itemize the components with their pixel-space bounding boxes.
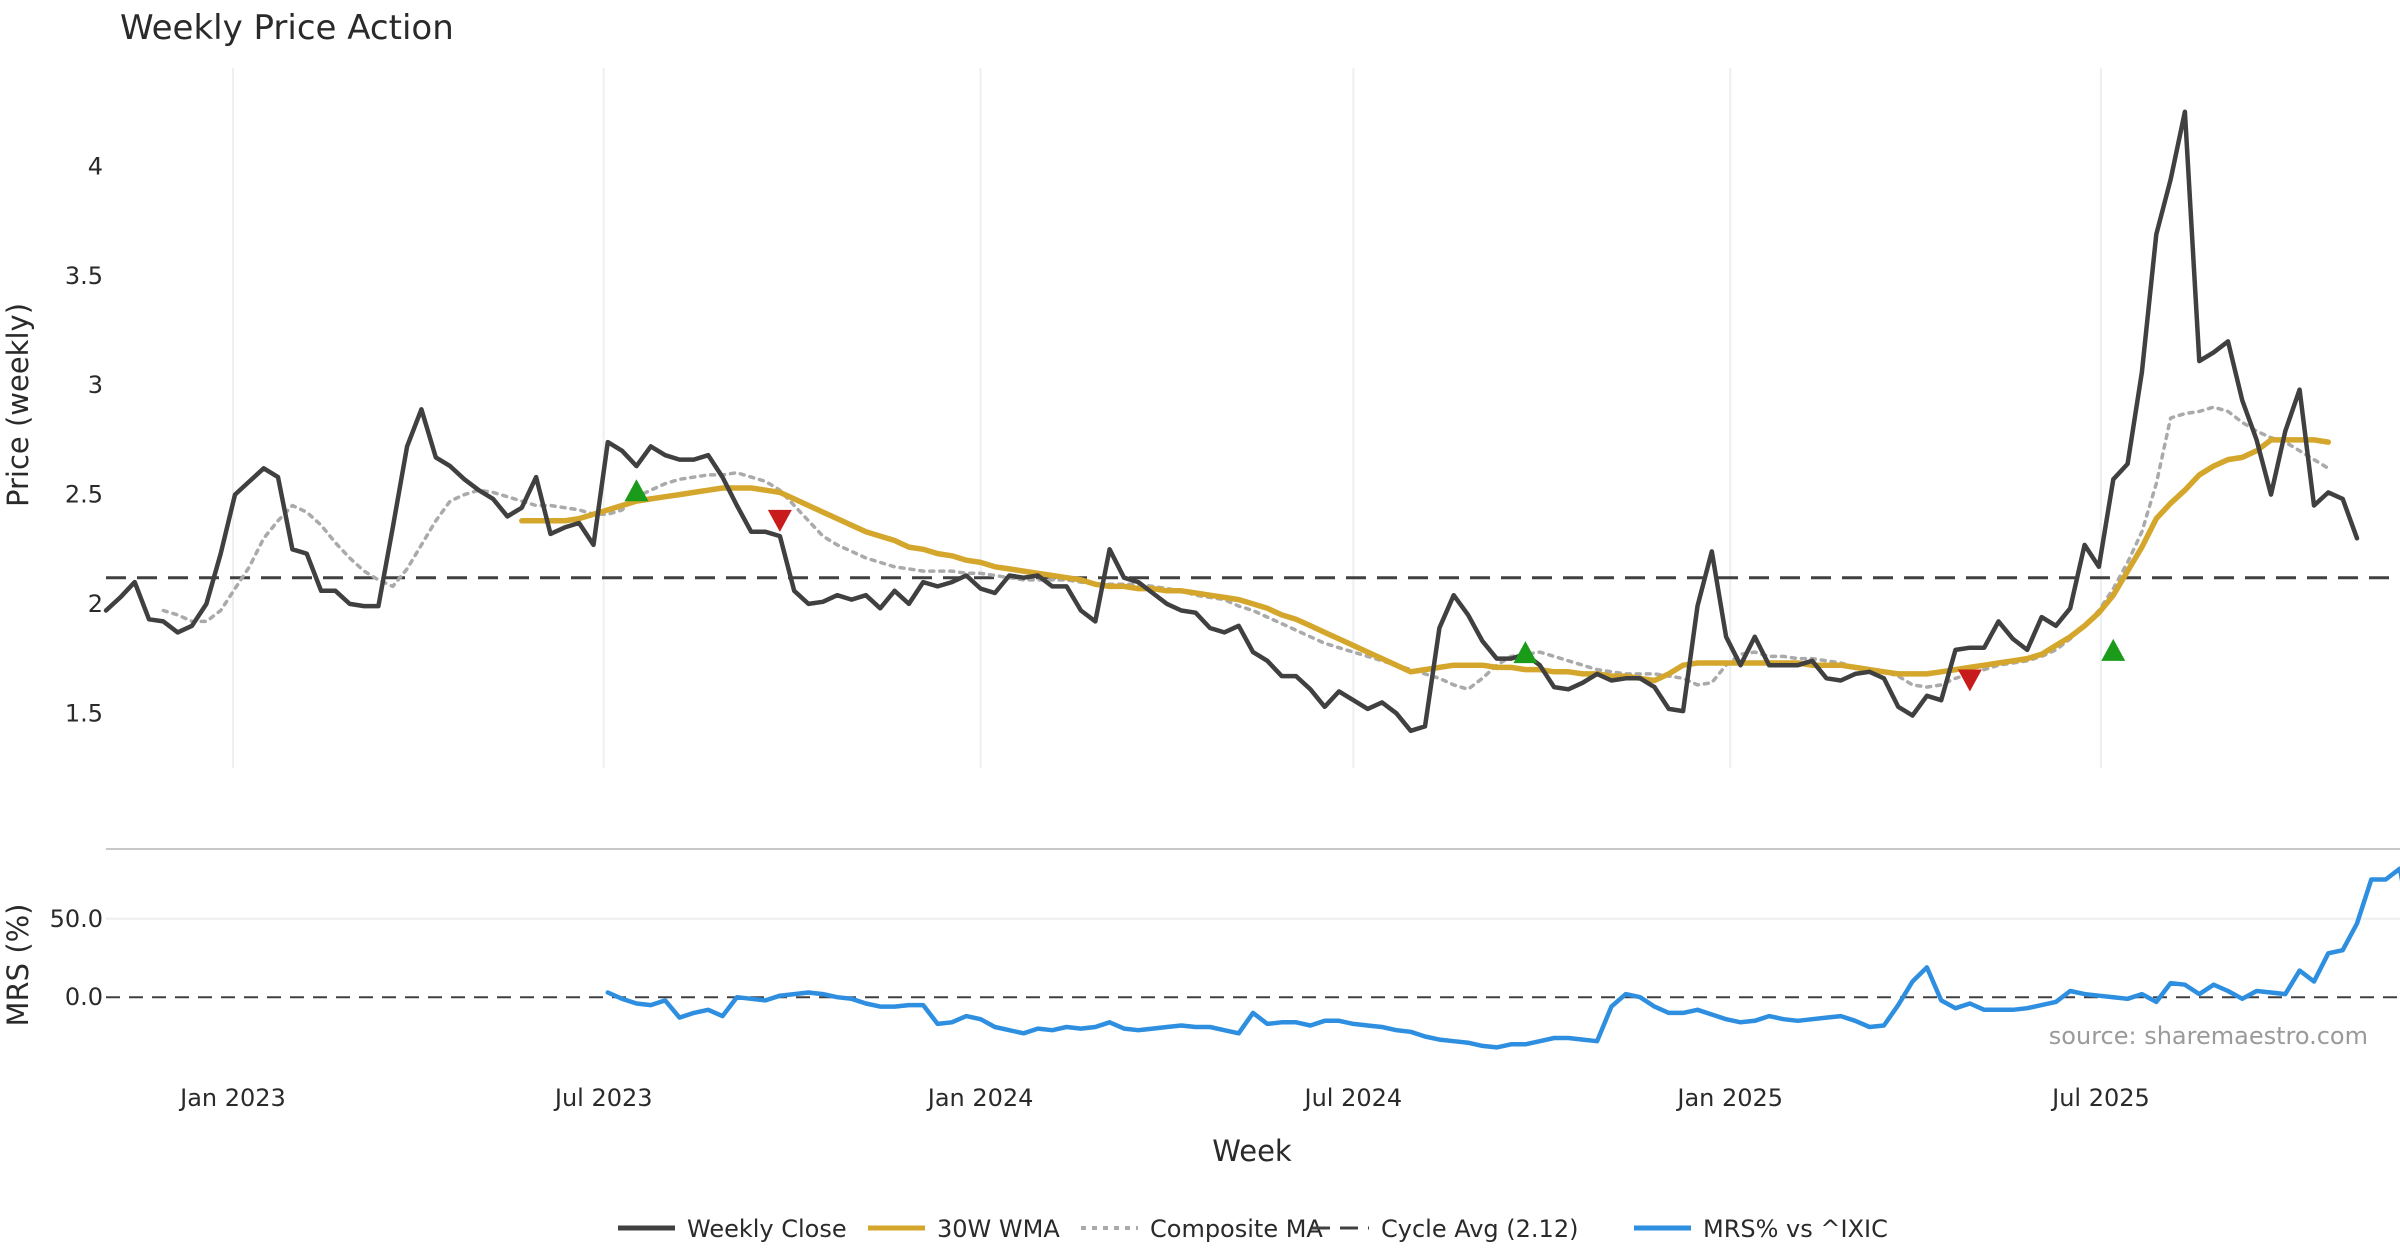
buy-signal-marker — [2101, 638, 2126, 661]
price-y-tick-label: 2.5 — [65, 481, 103, 509]
price-y-tick-label: 1.5 — [65, 699, 103, 727]
price-y-label: Price (weekly) — [1, 303, 35, 507]
composite-ma-line — [161, 405, 2331, 692]
sell-signal-marker — [767, 509, 792, 532]
mrs-line — [605, 866, 2400, 1050]
price-y-ticks: 1.5 2 2.5 3 3.5 4 — [65, 152, 103, 727]
price-y-tick-label: 3 — [88, 371, 103, 399]
legend-label: Weekly Close — [687, 1215, 847, 1243]
price-y-tick-label: 2 — [88, 590, 103, 618]
mrs-y-tick-label: 50.0 — [50, 905, 103, 933]
x-ticks: Jan 2023 Jul 2023 Jan 2024 Jul 2024 Jan 2025… — [178, 1084, 2150, 1112]
x-tick-label: Jul 2024 — [1303, 1084, 1403, 1112]
price-y-tick-label: 4 — [88, 152, 103, 180]
legend-label: Cycle Avg (2.12) — [1381, 1215, 1578, 1243]
buy-signal-marker — [1513, 641, 1538, 664]
signal-markers — [624, 479, 2126, 692]
mrs-y-ticks: 0.0 50.0 — [50, 905, 103, 1011]
legend-label: Composite MA — [1150, 1215, 1323, 1243]
source-note: source: sharemaestro.com — [2049, 1022, 2368, 1050]
chart-title: Weekly Price Action — [120, 8, 454, 48]
sell-signal-marker — [1957, 669, 1982, 692]
mrs-series — [106, 866, 2400, 1050]
mrs-y-label: MRS (%) — [1, 904, 35, 1027]
legend-label: MRS% vs ^IXIC — [1703, 1215, 1888, 1243]
x-tick-label: Jul 2023 — [553, 1084, 653, 1112]
weekly-close-line — [103, 109, 2360, 734]
x-tick-label: Jul 2025 — [2050, 1084, 2150, 1112]
x-axis-label: Week — [1212, 1134, 1292, 1168]
mrs-y-tick-label: 0.0 — [65, 983, 103, 1011]
wma-30w-line — [519, 437, 2332, 684]
x-tick-label: Jan 2025 — [1675, 1084, 1783, 1112]
gridlines — [106, 68, 2400, 920]
x-tick-label: Jan 2023 — [178, 1084, 286, 1112]
buy-signal-marker — [624, 479, 649, 502]
price-series — [103, 109, 2400, 734]
legend-label: 30W WMA — [937, 1215, 1060, 1243]
price-y-tick-label: 3.5 — [65, 262, 103, 290]
x-tick-label: Jan 2024 — [926, 1084, 1034, 1112]
legend: Weekly Close 30W WMA Composite MA Cycle Avg… — [618, 1215, 1888, 1243]
